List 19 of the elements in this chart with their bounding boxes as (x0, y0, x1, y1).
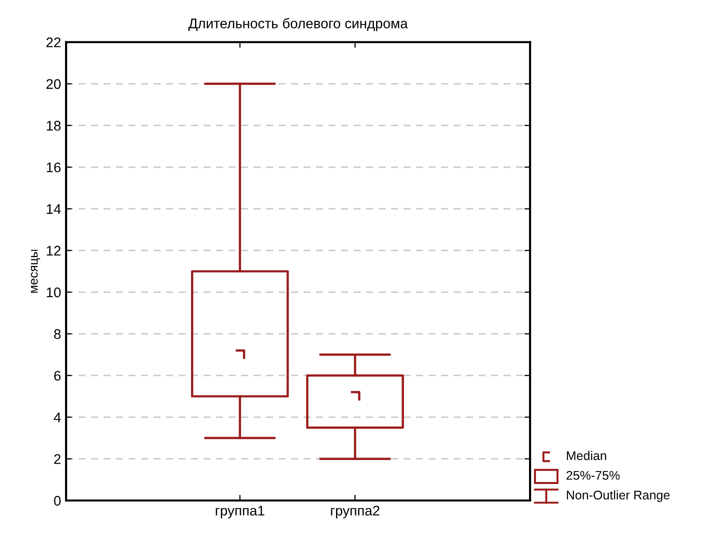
y-tick-label: 22 (46, 37, 61, 48)
y-tick-label: 6 (54, 370, 61, 381)
x-tick-label: группа2 (330, 506, 380, 518)
y-tick-label: 2 (54, 454, 61, 464)
text: 25%-75% (566, 470, 620, 480)
y-tick-label: 20 (46, 79, 61, 89)
y-tick-label: 16 (46, 162, 61, 172)
text: Median (566, 450, 606, 460)
y-tick-label: 4 (54, 412, 61, 422)
y-axis-title: месяцы (30, 250, 40, 293)
y-tick-label: 12 (46, 246, 61, 256)
text: Non-Outlier Range (566, 490, 670, 502)
x-tick-label: группа1 (216, 506, 264, 518)
y-tick-label: 0 (54, 496, 61, 506)
y-tick-label: 14 (46, 204, 61, 214)
chart-title: Длительность болевого синдрома (188, 18, 408, 32)
y-tick-label: 18 (46, 120, 61, 131)
y-tick-label: 10 (46, 287, 61, 298)
y-tick-label: 8 (54, 329, 61, 339)
